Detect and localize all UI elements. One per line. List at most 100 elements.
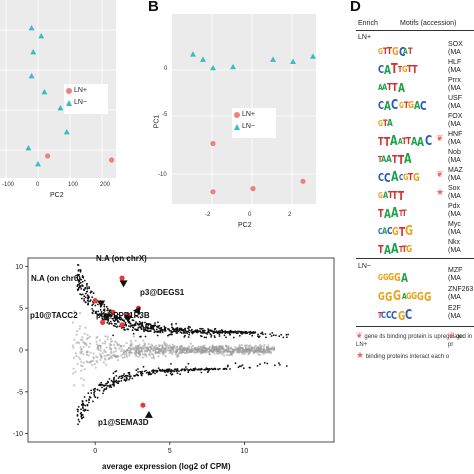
de-gene-point (82, 402, 84, 405)
de-gene-point (175, 329, 178, 332)
legend-ln-minus: LN− (234, 123, 255, 130)
gene-point (75, 354, 78, 358)
gene-point (101, 352, 104, 355)
de-gene-point (221, 331, 224, 334)
gene-point (79, 325, 82, 328)
de-gene-point (207, 370, 210, 372)
de-gene-point (238, 334, 241, 337)
gene-point (179, 344, 182, 347)
de-gene-point (221, 330, 224, 332)
ln-minus-point (41, 89, 48, 95)
gene-point (257, 350, 260, 353)
motif-name: Prrx (MA (448, 77, 461, 92)
gene-point (130, 348, 133, 351)
gene-point (181, 350, 184, 353)
gene-point (117, 343, 120, 346)
de-gene-point (251, 334, 254, 337)
de-gene-point (131, 329, 134, 332)
de-gene-point (124, 321, 127, 324)
gene-point (100, 356, 103, 359)
de-gene-point (82, 276, 85, 279)
de-gene-point (93, 393, 95, 396)
de-gene-point (152, 369, 155, 371)
gene-point (153, 345, 156, 349)
panel-b-ytick: -5 (162, 112, 168, 118)
footer-rule (356, 326, 474, 327)
de-gene-point (99, 384, 102, 387)
de-gene-point (76, 276, 79, 279)
de-gene-point (238, 365, 241, 367)
de-gene-point (115, 381, 118, 383)
de-gene-point (170, 370, 173, 373)
gene-point (217, 348, 220, 351)
de-gene-point (169, 333, 172, 336)
de-gene-point (139, 316, 142, 319)
gene-point (225, 353, 229, 357)
de-gene-point (197, 330, 200, 333)
de-gene-point (80, 408, 82, 411)
gene-point (259, 346, 262, 349)
de-gene-point (181, 368, 184, 371)
panel-c-plot: 10 5 0 -5 -10 0 5 10 (13, 257, 335, 455)
gene-point (76, 330, 79, 333)
panel-c-xticks: 0 5 10 (93, 442, 248, 455)
gene-point (110, 352, 113, 355)
gene-point (81, 336, 84, 339)
de-gene-point (210, 336, 213, 338)
gene-point (268, 350, 271, 353)
de-gene-point (81, 285, 84, 287)
gene-point (145, 350, 148, 353)
gene-point (257, 353, 260, 356)
gene-point (161, 344, 164, 347)
gene-point (80, 369, 83, 372)
de-gene-point (117, 316, 120, 319)
gene-point (178, 351, 182, 354)
de-gene-point (132, 326, 135, 329)
de-gene-point (104, 384, 106, 387)
de-gene-point (182, 330, 185, 333)
de-gene-point (205, 367, 208, 369)
gene-point (80, 364, 83, 367)
de-gene-point (285, 333, 288, 336)
de-gene-point (171, 326, 173, 329)
gene-point (106, 338, 109, 341)
gene-point (156, 351, 159, 354)
de-gene-point (179, 373, 182, 376)
gene-point (213, 352, 216, 355)
de-gene-point (88, 395, 91, 398)
de-gene-point (110, 379, 113, 382)
gene-point (128, 354, 131, 357)
gene-point (77, 356, 80, 359)
gene-point (120, 348, 124, 351)
de-gene-point (112, 372, 115, 374)
de-gene-point (110, 314, 113, 317)
de-gene-point (87, 295, 90, 298)
gene-point (121, 353, 125, 356)
gene-point (238, 344, 241, 347)
ln-plus-point (210, 140, 216, 147)
gene-point (234, 348, 237, 351)
de-gene-point (133, 324, 136, 326)
de-gene-point (251, 332, 254, 334)
de-gene-point (153, 324, 156, 327)
gene-point (72, 346, 75, 349)
de-gene-point (123, 379, 126, 381)
gene-point (107, 357, 110, 360)
panel-c-xtick: 5 (168, 448, 172, 455)
de-gene-point (203, 329, 205, 332)
de-gene-point (135, 321, 137, 324)
gene-point (176, 349, 179, 352)
gene-point (170, 347, 173, 350)
motif-row: TAATT Pdx (MA (352, 202, 474, 221)
gene-point (248, 344, 251, 347)
panel-b-xtick: -2 (205, 212, 211, 218)
de-gene-point (275, 334, 277, 337)
de-gene-point (92, 400, 94, 403)
de-gene-point (113, 376, 116, 379)
gene-point (198, 347, 201, 350)
de-gene-point (78, 282, 81, 285)
gene-point (267, 344, 270, 347)
legend-ln-plus: LN+ (234, 111, 255, 118)
gene-point (164, 355, 167, 358)
gene-point (129, 344, 132, 347)
